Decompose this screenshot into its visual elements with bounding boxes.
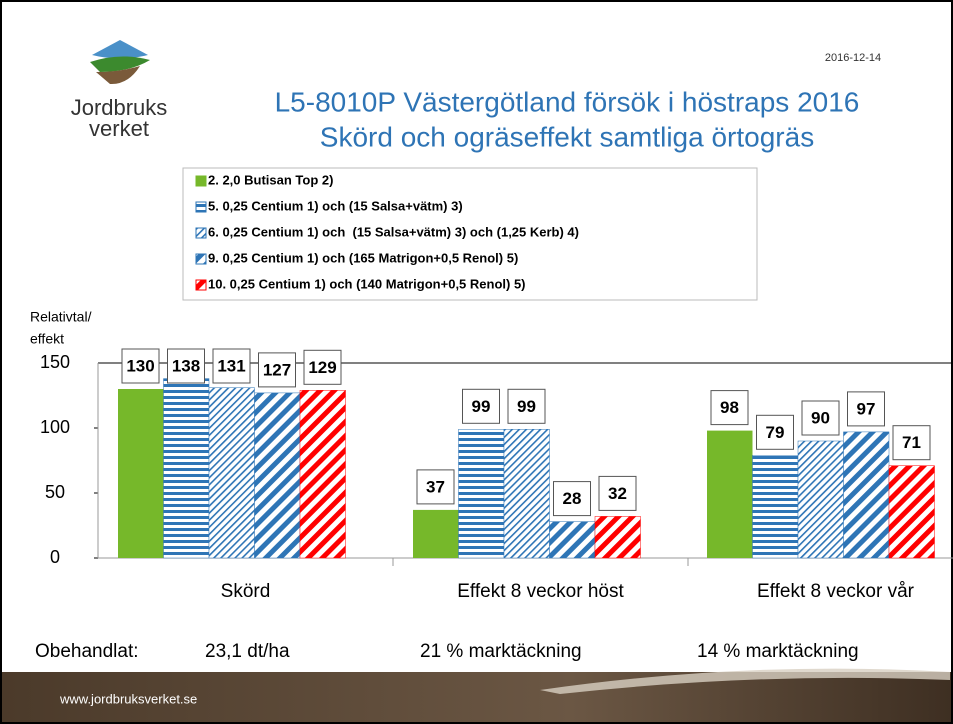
bar: [594, 516, 641, 559]
bar: [163, 378, 210, 559]
bar: [208, 387, 255, 559]
data-label-box: [507, 388, 546, 424]
bar: [254, 392, 301, 559]
data-label-box: [121, 348, 160, 384]
annotation: 14 % marktäckning: [697, 641, 859, 662]
legend-swatch: [195, 253, 207, 265]
footer-swoosh: [540, 668, 950, 694]
data-label-box: [598, 475, 637, 511]
data-label-box: [553, 481, 591, 517]
bar: [843, 431, 890, 559]
data-label-box: [416, 469, 455, 505]
annotation: 21 % marktäckning: [420, 641, 582, 662]
bar: [458, 429, 505, 559]
legend-label: 5. 0,25 Centium 1) och (15 Salsa+vätm) 3…: [208, 198, 463, 213]
legend-swatch: [195, 201, 207, 213]
legend-swatch: [195, 279, 207, 291]
chart-title: L5-8010P Västergötland försök i höstraps…: [275, 86, 860, 117]
y-tick-label: 100: [40, 417, 70, 437]
legend-box: [182, 167, 758, 301]
y-tick-label: 50: [45, 482, 65, 502]
y-axis-label: Relativtal/: [30, 309, 92, 325]
bar: [752, 455, 799, 559]
bar: [413, 509, 459, 558]
data-label: 138: [172, 356, 200, 375]
date: 2016-12-14: [825, 52, 881, 64]
data-label: 99: [517, 397, 536, 416]
data-label: 130: [126, 356, 154, 375]
logo-text: Jordbruks: [71, 95, 168, 120]
logo-text: verket: [89, 116, 149, 141]
legend-label: 6. 0,25 Centium 1) och (15 Salsa+vätm) 3…: [208, 224, 579, 239]
legend-swatch: [195, 227, 207, 239]
bar: [299, 390, 346, 559]
data-label: 127: [263, 360, 291, 379]
chart-title: Skörd och ogräseffekt samtliga örtogräs: [320, 121, 814, 152]
data-label-box: [303, 349, 342, 385]
y-axis-label: effekt: [30, 331, 64, 347]
data-label-box: [258, 352, 296, 388]
logo: Jordbruks verket: [71, 40, 168, 141]
data-label: 98: [720, 398, 739, 417]
data-label: 90: [811, 408, 830, 427]
legend-swatch: [195, 175, 207, 187]
data-label-box: [801, 400, 840, 436]
x-tick-label: Effekt 8 veckor vår: [757, 581, 915, 602]
data-label: 37: [426, 477, 445, 496]
data-label: 131: [217, 356, 245, 375]
legend-label: 10. 0,25 Centium 1) och (140 Matrigon+0,…: [208, 276, 526, 291]
data-label-box: [847, 391, 885, 427]
data-label: 79: [766, 423, 785, 442]
data-label: 28: [563, 489, 582, 508]
annotation: 23,1 dt/ha: [205, 641, 290, 662]
data-label-box: [710, 390, 749, 426]
bar: [707, 430, 753, 558]
data-label: 32: [608, 484, 627, 503]
x-tick-label: Effekt 8 veckor höst: [457, 581, 624, 602]
data-label-box: [462, 388, 500, 424]
y-tick-label: 150: [40, 352, 70, 372]
x-tick-label: Skörd: [221, 581, 271, 602]
data-label-box: [756, 414, 794, 450]
data-label-box: [212, 348, 251, 384]
data-label-box: [167, 348, 205, 384]
data-label: 71: [902, 433, 921, 452]
annotation: Obehandlat:: [35, 641, 139, 662]
data-label: 129: [308, 358, 336, 377]
footer-text: www.jordbruksverket.se: [59, 691, 197, 706]
y-tick-label: 0: [50, 547, 60, 567]
data-label: 97: [857, 399, 876, 418]
bar: [118, 389, 164, 558]
data-label-box: [892, 425, 931, 461]
data-label: 99: [472, 397, 491, 416]
bar: [888, 465, 935, 559]
bar: [797, 440, 844, 559]
bar: [549, 521, 596, 559]
footer-band: [2, 672, 951, 722]
legend-label: 9. 0,25 Centium 1) och (165 Matrigon+0,5…: [208, 250, 518, 265]
legend-label: 2. 2,0 Butisan Top 2): [208, 172, 333, 187]
bar: [503, 429, 550, 559]
